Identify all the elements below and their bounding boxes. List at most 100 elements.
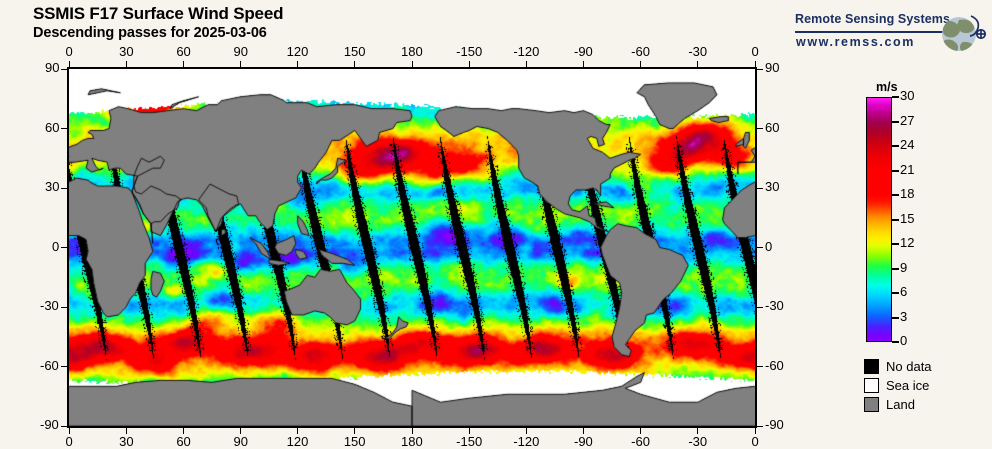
colorbar-tick-label: 9 — [900, 259, 908, 275]
x-axis-label: -90 — [574, 44, 593, 59]
x-tick — [182, 428, 184, 434]
colorbar-tick-label: 15 — [900, 210, 915, 226]
x-axis-label: -60 — [631, 44, 650, 59]
x-axis-label: 60 — [176, 44, 191, 59]
x-tick — [240, 428, 241, 434]
y-tick — [757, 306, 763, 308]
colorbar-tick — [892, 341, 899, 343]
colorbar-tick-label: 3 — [900, 308, 908, 324]
colorbar-tick — [892, 194, 899, 196]
x-axis-label: 150 — [343, 44, 366, 59]
x-tick — [297, 61, 299, 67]
x-tick — [182, 61, 184, 67]
colorbar-tick — [892, 243, 899, 245]
legend-label-seaice: Sea ice — [886, 378, 930, 393]
colorbar-tick-label: 0 — [900, 333, 908, 348]
x-tick — [468, 61, 470, 67]
x-axis-label: -30 — [688, 434, 708, 449]
legend-swatch-land — [864, 397, 879, 412]
x-axis-label: -150 — [456, 44, 483, 59]
colorbar-tick — [892, 169, 899, 172]
colorbar-tick — [892, 96, 899, 98]
x-tick — [754, 428, 756, 434]
y-axis-label: 60 — [765, 119, 780, 135]
figure-title-block: SSMIS F17 Surface Wind Speed Descending … — [33, 4, 283, 42]
y-tick — [757, 68, 763, 70]
colorbar-tick-label: 18 — [900, 186, 915, 201]
x-tick — [68, 428, 70, 434]
colorbar-tick-label: 6 — [900, 284, 908, 299]
x-axis-label: 90 — [233, 44, 248, 59]
wind-speed-map-canvas — [69, 69, 755, 426]
colorbar-unit-label: m/s — [876, 80, 898, 94]
legend-label-land: Land — [886, 397, 915, 412]
x-axis-label: 150 — [343, 434, 366, 449]
x-axis-label: 180 — [401, 44, 423, 59]
y-tick — [61, 425, 67, 427]
legend-item-seaice: Sea ice — [864, 376, 932, 395]
globe-icon — [942, 15, 987, 51]
x-axis-label: 0 — [751, 434, 759, 449]
y-axis-label: -30 — [765, 298, 784, 313]
x-tick — [640, 61, 642, 67]
y-axis-label: 90 — [45, 60, 60, 75]
x-axis-label: 60 — [176, 434, 191, 449]
y-tick — [757, 366, 763, 367]
y-axis-label: 0 — [765, 238, 773, 254]
y-axis-label: 30 — [45, 179, 60, 194]
x-tick — [583, 428, 584, 434]
x-tick — [525, 428, 527, 434]
x-tick — [697, 428, 699, 434]
colorbar-tick-label: 30 — [900, 88, 915, 103]
x-axis-label: 0 — [65, 434, 73, 449]
x-axis-label: -30 — [688, 44, 708, 59]
logo-website: www.remss.com — [796, 35, 915, 49]
colorbar-tick — [892, 120, 899, 123]
x-tick — [125, 61, 127, 67]
x-tick — [754, 61, 756, 67]
page-subtitle: Descending passes for 2025-03-06 — [33, 25, 267, 41]
colorbar-tick — [892, 316, 899, 319]
y-tick — [61, 366, 67, 367]
x-axis-label: 180 — [401, 434, 423, 449]
y-axis-label: -60 — [40, 357, 59, 373]
x-tick — [640, 428, 642, 434]
x-tick — [697, 61, 699, 67]
x-tick — [354, 428, 356, 434]
x-tick — [297, 428, 299, 434]
legend-item-land: Land — [864, 395, 932, 414]
x-axis-label: -90 — [574, 434, 593, 449]
colorbar-tick — [892, 267, 899, 270]
colorbar-tick — [892, 292, 899, 294]
y-axis-label: -60 — [765, 357, 784, 373]
map-plot-area — [67, 67, 757, 428]
map-frame — [67, 67, 757, 428]
colorbar-tick-label: 24 — [900, 137, 915, 152]
remss-logo: Remote Sensing Systems www.remss.com — [795, 10, 987, 58]
legend-item-nodata: No data — [864, 357, 932, 376]
map-legend: No data Sea ice Land — [864, 357, 932, 414]
logo-org-name: Remote Sensing Systems — [795, 12, 951, 26]
colorbar-tick — [892, 145, 899, 147]
y-axis-label: 0 — [52, 238, 60, 254]
y-tick — [61, 68, 67, 70]
y-tick — [61, 247, 67, 248]
x-tick — [68, 61, 70, 67]
x-axis-label: 120 — [286, 434, 309, 449]
y-tick — [61, 187, 67, 189]
y-axis-label: -90 — [40, 417, 59, 432]
x-tick — [125, 428, 127, 434]
x-axis-label: 30 — [119, 44, 134, 59]
x-axis-label: 0 — [751, 44, 759, 59]
x-axis-label: 30 — [119, 434, 134, 449]
x-tick — [583, 61, 584, 67]
x-tick — [240, 61, 241, 67]
y-tick — [61, 306, 67, 308]
x-tick — [468, 428, 470, 434]
y-axis-label: 60 — [45, 119, 60, 135]
x-axis-label: 120 — [286, 44, 309, 59]
x-tick — [525, 61, 527, 67]
y-tick — [757, 187, 763, 189]
colorbar-tick-label: 12 — [900, 235, 915, 250]
